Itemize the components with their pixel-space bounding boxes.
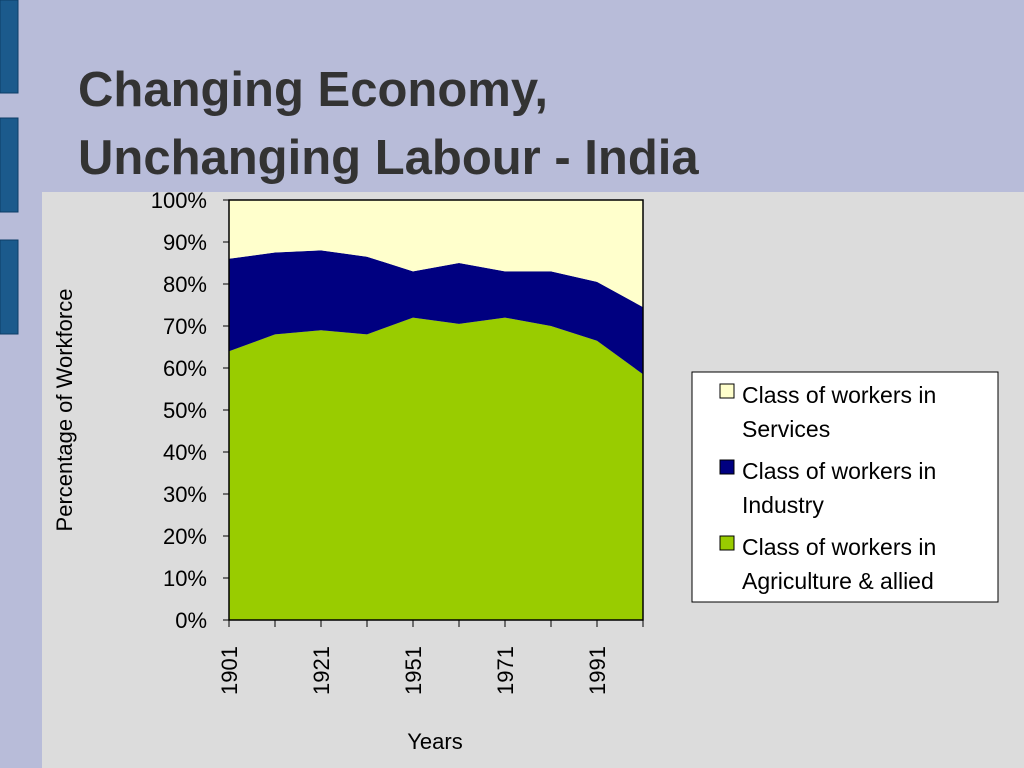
decor-bar [0,0,19,94]
x-tick-label: 1991 [585,646,610,695]
x-tick-label: 1951 [401,646,426,695]
x-tick-label: 1901 [217,646,242,695]
legend-box [691,371,999,603]
legend-label: Class of workers in Industry [742,458,937,518]
y-tick-label: 80% [163,272,207,297]
x-tick-label: 1971 [493,646,518,695]
y-tick-label: 90% [163,230,207,255]
slide-title: Changing Economy, [78,63,548,117]
area [229,200,643,308]
y-tick-label: 10% [163,566,207,591]
decor-bar [0,117,19,213]
area [229,317,643,620]
legend-swatch [719,383,735,399]
x-tick-label: 1921 [309,646,334,695]
y-tick-label: 100% [151,188,207,213]
legend-label: Class of workers in Services [742,382,937,442]
y-tick-label: 50% [163,398,207,423]
x-axis-label: Years [407,729,462,754]
legend-label: Class of workers in Agriculture & allied [742,534,937,594]
y-tick-label: 60% [163,356,207,381]
y-tick-label: 20% [163,524,207,549]
y-tick-label: 40% [163,440,207,465]
y-tick-label: 30% [163,482,207,507]
y-tick-label: 70% [163,314,207,339]
legend-swatch [719,535,735,551]
slide-title: Unchanging Labour - India [78,131,699,185]
y-axis-label: Percentage of Workforce [52,289,77,532]
area [229,250,643,375]
y-tick-label: 0% [175,608,207,633]
decor-bar [0,239,19,335]
legend-swatch [719,459,735,475]
